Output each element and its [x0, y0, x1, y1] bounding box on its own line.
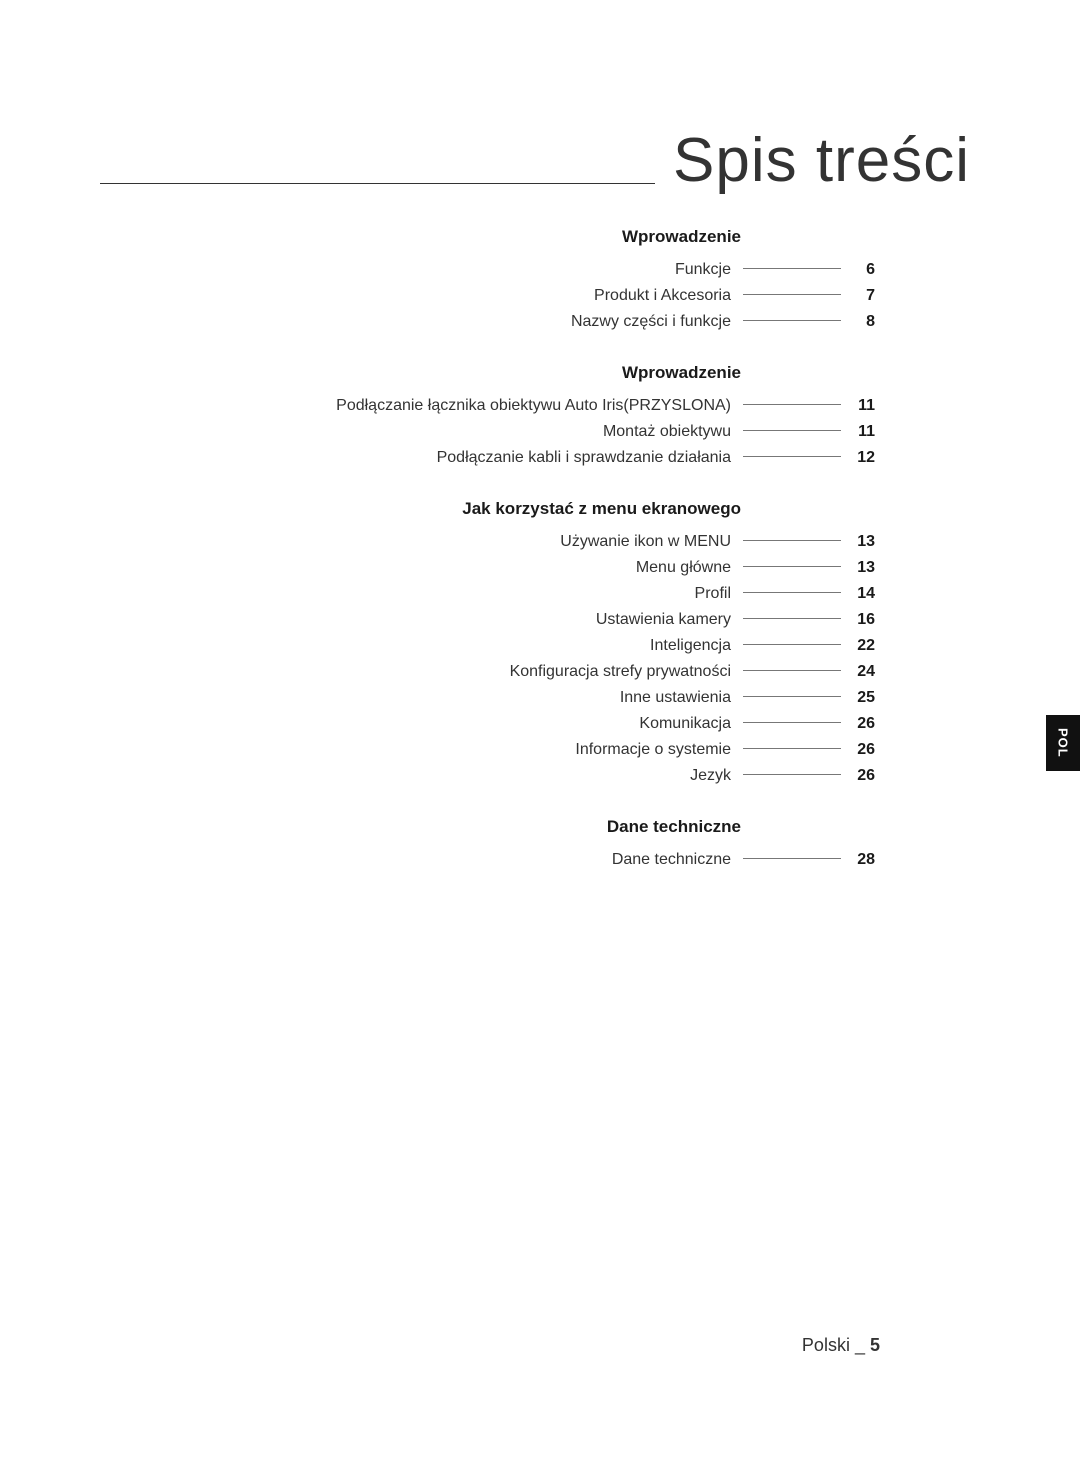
toc-page-number: 8	[851, 313, 875, 331]
toc-label: Inteligencja	[650, 637, 731, 655]
toc-row: Menu główne 13	[215, 555, 875, 581]
toc-row: Funkcje 6	[215, 257, 875, 283]
toc-label: Funkcje	[675, 261, 731, 279]
toc-label: Konfiguracja strefy prywatności	[510, 663, 731, 681]
toc-label: Produkt i Akcesoria	[594, 287, 731, 305]
toc-section-title: Wprowadzenie	[215, 363, 875, 383]
page-title: Spis treści	[655, 130, 970, 192]
toc-row: Podłączanie kabli i sprawdzanie działani…	[215, 445, 875, 471]
toc-row: Informacje o systemie 26	[215, 737, 875, 763]
toc-label: Informacje o systemie	[575, 741, 731, 759]
toc-row: Profil 14	[215, 581, 875, 607]
toc-page-number: 28	[851, 851, 875, 869]
toc-label: Używanie ikon w MENU	[560, 533, 731, 551]
toc-leader-line	[743, 618, 841, 619]
toc-page-number: 12	[851, 449, 875, 467]
toc-label: Inne ustawienia	[620, 689, 731, 707]
footer-sep: _	[855, 1335, 865, 1355]
toc-label: Nazwy części i funkcje	[571, 313, 731, 331]
toc-leader-line	[743, 592, 841, 593]
toc-page-number: 6	[851, 261, 875, 279]
toc-leader-line	[743, 294, 841, 295]
toc-leader-line	[743, 320, 841, 321]
toc-label: Podłączanie kabli i sprawdzanie działani…	[437, 449, 731, 467]
title-rule	[100, 183, 655, 184]
toc-leader-line	[743, 722, 841, 723]
toc-page-number: 14	[851, 585, 875, 603]
toc-leader-line	[743, 566, 841, 567]
toc-leader-line	[743, 456, 841, 457]
toc-row: Używanie ikon w MENU 13	[215, 529, 875, 555]
toc-page-number: 11	[851, 423, 875, 441]
toc-page-number: 22	[851, 637, 875, 655]
toc-leader-line	[743, 670, 841, 671]
toc-leader-line	[743, 540, 841, 541]
toc-page-number: 24	[851, 663, 875, 681]
toc-leader-line	[743, 430, 841, 431]
toc-page-number: 26	[851, 741, 875, 759]
toc-row: Dane techniczne 28	[215, 847, 875, 873]
toc-label: Profil	[695, 585, 731, 603]
toc-row: Inne ustawienia 25	[215, 685, 875, 711]
toc-leader-line	[743, 268, 841, 269]
toc-leader-line	[743, 696, 841, 697]
toc-row: Produkt i Akcesoria 7	[215, 283, 875, 309]
toc-leader-line	[743, 774, 841, 775]
toc-label: Menu główne	[636, 559, 731, 577]
toc-page-number: 13	[851, 533, 875, 551]
footer-page-number: 5	[870, 1335, 880, 1355]
toc-row: Inteligencja 22	[215, 633, 875, 659]
table-of-contents: Wprowadzenie Funkcje 6 Produkt i Akcesoria 7…	[215, 227, 875, 873]
language-tab: POL	[1046, 715, 1080, 771]
toc-label: Dane techniczne	[612, 851, 731, 869]
toc-row: Jezyk 26	[215, 763, 875, 789]
toc-section-title: Wprowadzenie	[215, 227, 875, 247]
toc-section-title: Jak korzystać z menu ekranowego	[215, 499, 875, 519]
toc-row: Podłączanie łącznika obiektywu Auto Iris…	[215, 393, 875, 419]
toc-label: Jezyk	[690, 767, 731, 785]
toc-page-number: 26	[851, 715, 875, 733]
toc-label: Komunikacja	[639, 715, 731, 733]
footer-lang: Polski	[802, 1335, 850, 1355]
toc-page-number: 16	[851, 611, 875, 629]
page-footer: Polski _ 5	[802, 1335, 880, 1356]
toc-row: Konfiguracja strefy prywatności 24	[215, 659, 875, 685]
toc-leader-line	[743, 858, 841, 859]
toc-label: Montaż obiektywu	[603, 423, 731, 441]
toc-label: Podłączanie łącznika obiektywu Auto Iris…	[336, 397, 731, 415]
toc-page-number: 13	[851, 559, 875, 577]
toc-row: Ustawienia kamery 16	[215, 607, 875, 633]
toc-leader-line	[743, 404, 841, 405]
toc-leader-line	[743, 644, 841, 645]
toc-label: Ustawienia kamery	[596, 611, 731, 629]
toc-section-title: Dane techniczne	[215, 817, 875, 837]
toc-page-number: 25	[851, 689, 875, 707]
toc-leader-line	[743, 748, 841, 749]
toc-page-number: 11	[851, 397, 875, 415]
page: Spis treści Wprowadzenie Funkcje 6 Produkt …	[0, 0, 1080, 1476]
toc-row: Komunikacja 26	[215, 711, 875, 737]
title-row: Spis treści	[100, 130, 970, 192]
toc-row: Nazwy części i funkcje 8	[215, 309, 875, 335]
toc-page-number: 26	[851, 767, 875, 785]
toc-row: Montaż obiektywu 11	[215, 419, 875, 445]
toc-page-number: 7	[851, 287, 875, 305]
